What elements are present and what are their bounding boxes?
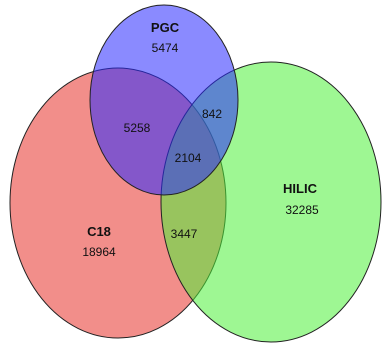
c18-only-count: 18964 bbox=[82, 245, 116, 259]
pgc-set-name: PGC bbox=[151, 20, 180, 35]
hilic-set-name: HILIC bbox=[283, 181, 318, 196]
c18-set-name: C18 bbox=[87, 224, 111, 239]
pgc-c18-overlap-count: 5258 bbox=[124, 121, 151, 135]
hilic-only-count: 32285 bbox=[285, 203, 319, 217]
pgc-circle bbox=[89, 4, 239, 196]
c18-hilic-overlap-count: 3447 bbox=[171, 227, 198, 241]
pgc-only-count: 5474 bbox=[152, 41, 179, 55]
all-three-overlap-count: 2104 bbox=[175, 151, 202, 165]
pgc-hilic-overlap-count: 842 bbox=[202, 107, 222, 121]
